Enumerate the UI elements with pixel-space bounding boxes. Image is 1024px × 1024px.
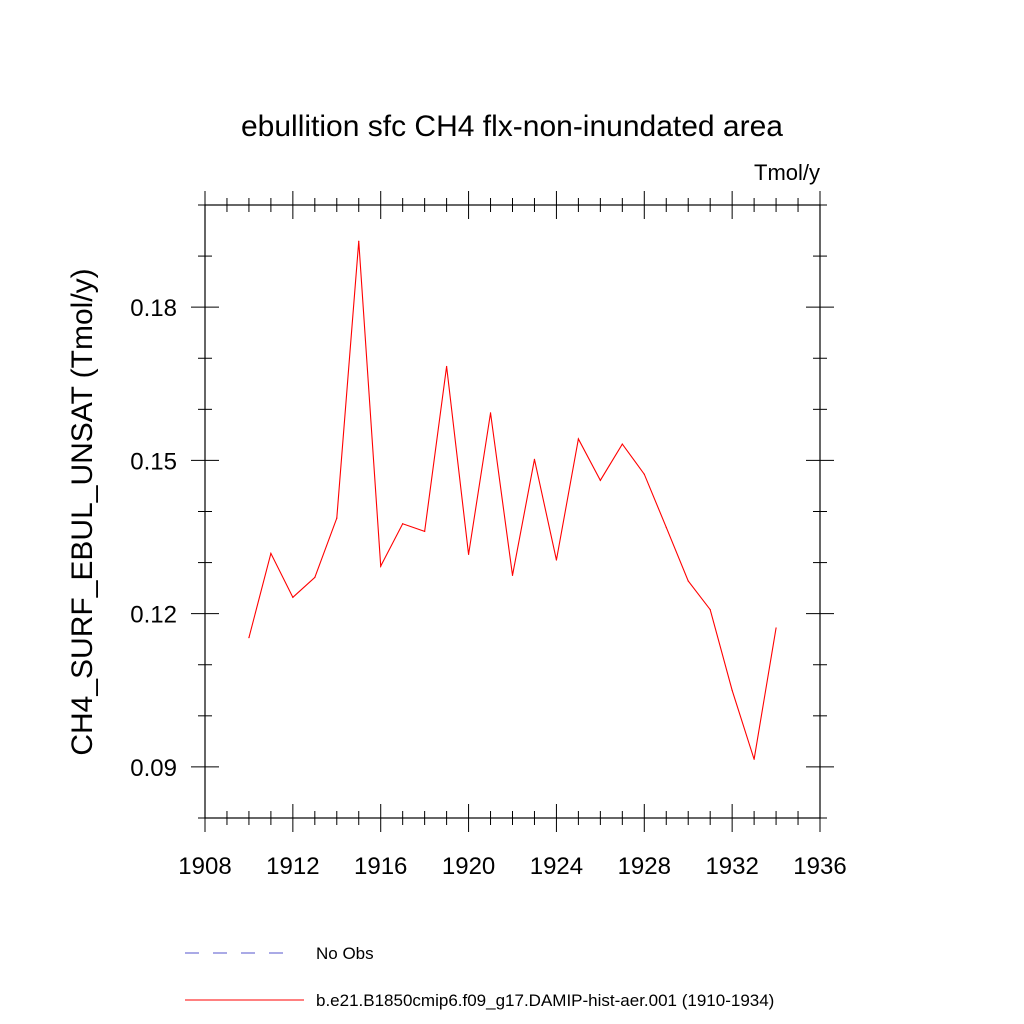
x-axis-ticks: 1908 1912 1916 1920 1924 1928 1932 1936 [178,191,847,880]
y-axis-label: CH4_SURF_EBUL_UNSAT (Tmol/y) [66,268,99,755]
data-point [248,637,250,639]
data-point [358,240,360,242]
units-label: Tmol/y [754,160,820,185]
x-tick-label: 1936 [793,853,846,880]
data-point [380,565,382,567]
y-tick-label: 0.15 [130,448,177,475]
data-point [402,523,404,525]
x-tick-label: 1920 [442,853,495,880]
legend-label-model: b.e21.B1850cmip6.f09_g17.DAMIP-hist-aer.… [316,991,774,1010]
data-point [489,412,492,414]
data-point [709,608,711,611]
y-axis-ticks: 0.09 0.12 0.15 0.18 [130,204,834,819]
x-tick-label: 1908 [178,853,231,880]
legend: No Obs b.e21.B1850cmip6.f09_g17.DAMIP-hi… [185,944,774,1010]
data-point [467,553,470,556]
x-tick-label: 1928 [618,853,671,880]
x-tick-label: 1912 [266,853,319,880]
data-point [292,596,294,598]
data-point [775,627,777,629]
data-point [424,530,426,533]
data-point [314,576,316,578]
y-tick-label: 0.18 [130,295,177,322]
chart-title: ebullition sfc CH4 flx-non-inundated are… [241,110,783,143]
data-point [533,458,536,460]
data-point [577,438,579,440]
data-point [270,552,272,554]
data-point [336,517,338,519]
data-point [687,580,689,582]
data-point [446,365,448,368]
data-point [731,689,733,691]
plot-frame [204,204,821,819]
data-point [753,758,755,760]
x-tick-label: 1916 [354,853,407,880]
x-tick-label: 1932 [705,853,758,880]
series-layer [248,240,777,760]
data-point [555,559,558,561]
series-line [248,241,777,760]
data-point [599,479,601,481]
data-point [665,526,667,528]
legend-label-no-obs: No Obs [316,944,374,963]
data-point [621,443,623,445]
x-tick-label: 1924 [530,853,583,880]
data-point [511,574,514,576]
y-tick-label: 0.09 [130,755,177,782]
data-point [643,473,645,475]
y-tick-label: 0.12 [130,602,177,629]
